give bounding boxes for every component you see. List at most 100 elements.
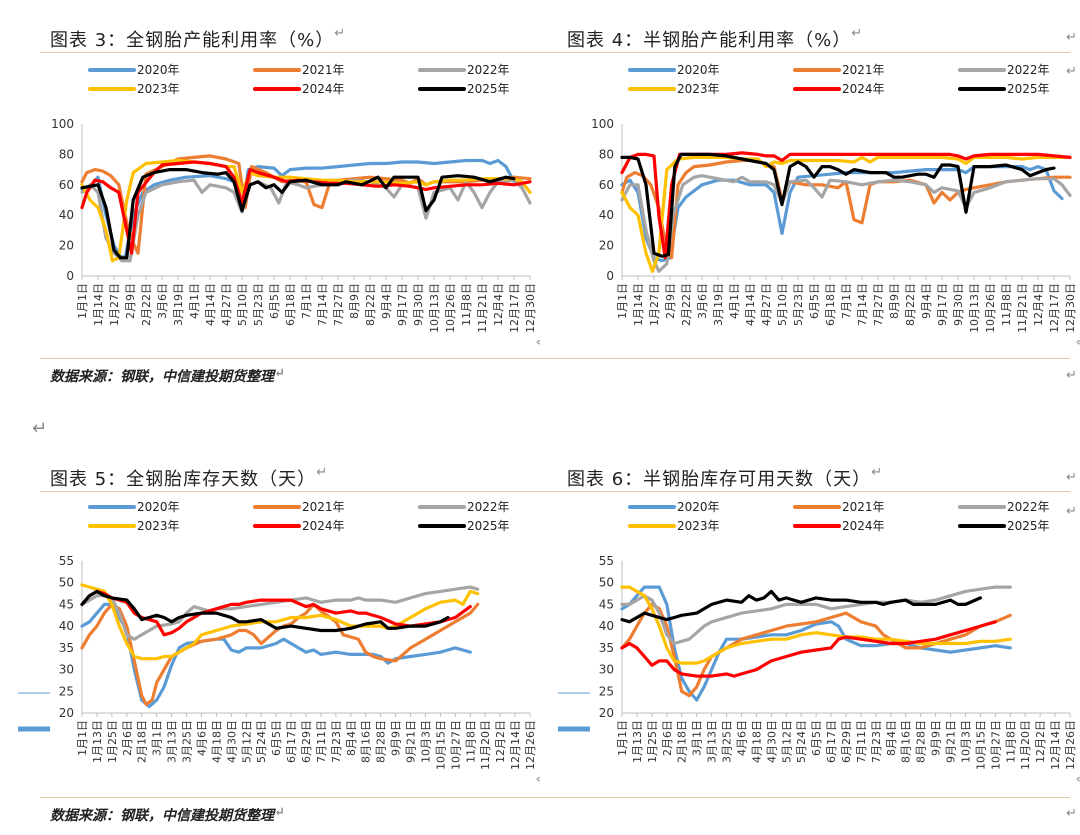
x-tick-label: 5月12日 <box>780 720 793 763</box>
x-tick-label: 7月1日 <box>300 283 313 319</box>
legend: 2020年 2021年 2022年 2023年 2024年 2025年 <box>628 63 1050 96</box>
series-2022 <box>620 174 1072 273</box>
x-tick-label: 4月18日 <box>750 720 763 763</box>
x-tick-label: 3月1日 <box>151 720 164 756</box>
x-tick-label: 1月14日 <box>92 283 105 326</box>
x-tick-label: 8月28日 <box>375 720 388 763</box>
x-tick-label: 9月21日 <box>405 720 418 763</box>
chart-1: 2020年 2021年 2022年 2023年 2024年 2025年 0 20 40 60 80 1… <box>51 63 540 349</box>
legend-label: 2020年 <box>137 500 180 514</box>
legend-label: 2025年 <box>1007 519 1050 533</box>
x-tick-label: 5月10日 <box>776 283 789 326</box>
y-tick-label: 80 <box>599 147 614 161</box>
x-tick-label: 12月4日 <box>492 283 505 326</box>
series-2021 <box>80 602 480 706</box>
x-tick-label: 3月13日 <box>706 720 719 763</box>
x-tick-label: 4月18日 <box>210 720 223 763</box>
x-tick-label: 1月25日 <box>646 720 659 763</box>
legend-label: 2025年 <box>1007 82 1050 96</box>
title-underline-top <box>40 52 1070 53</box>
x-tick-label: 12月30日 <box>524 283 537 333</box>
series-lines <box>80 154 532 263</box>
series-2025 <box>80 168 516 260</box>
x-tick-label: 8月22日 <box>364 283 377 326</box>
x-tick-label: 12月2日 <box>1034 720 1047 763</box>
collapse-mark: ⇐ <box>1076 772 1080 786</box>
series-2022 <box>80 178 532 263</box>
x-tick-label: 12月2日 <box>494 720 507 763</box>
chart-title-3: 图表 5：全钢胎库存天数（天） ↵ <box>50 465 329 490</box>
chart-title-2: 图表 4：半钢胎产能利用率（%） ↵ <box>567 26 864 51</box>
y-tick-label: 25 <box>59 684 74 698</box>
x-tick-label: 5月23日 <box>792 283 805 326</box>
series-2020 <box>620 585 1012 702</box>
legend-label: 2022年 <box>1007 500 1050 514</box>
y-tick-label: 40 <box>59 208 74 222</box>
y-tick-label: 45 <box>59 597 74 611</box>
legend: 2020年 2021年 2022年 2023年 2024年 2025年 <box>628 500 1050 533</box>
source-rule-bottom <box>40 797 1070 798</box>
y-tick-label: 50 <box>599 576 614 590</box>
x-tick-label: 12月26日 <box>524 720 537 770</box>
series-2025 <box>620 589 982 624</box>
x-tick-label: 9月17日 <box>396 283 409 326</box>
x-tick-label: 9月30日 <box>952 283 965 326</box>
margin-mark: ↵ <box>1066 504 1077 519</box>
x-tick-label: 1月27日 <box>648 283 661 326</box>
y-tick-label: 20 <box>59 239 74 253</box>
x-tick-label: 4月1日 <box>188 283 201 319</box>
x-tick-label: 10月13日 <box>968 283 981 333</box>
x-tick-label: 9月9日 <box>930 720 943 756</box>
x-tick-label: 10月15日 <box>434 720 447 770</box>
series-2024 <box>80 589 472 637</box>
y-tick-label: 100 <box>591 117 614 131</box>
y-tick-label: 0 <box>66 269 74 283</box>
x-tick-label: 2月22日 <box>680 283 693 326</box>
series-2020 <box>80 602 472 709</box>
legend-label: 2024年 <box>302 82 345 96</box>
x-tick-label: 7月27日 <box>332 283 345 326</box>
y-tick-label: 20 <box>59 706 74 720</box>
x-tick-label: 9月4日 <box>920 283 933 319</box>
x-tick-label: 10月15日 <box>974 720 987 770</box>
series-lines <box>80 583 480 709</box>
y-tick-label: 25 <box>599 684 614 698</box>
x-tick-label: 8月9日 <box>348 283 361 319</box>
source-note-top: 数据来源：钢联，中信建投期货整理 ↵ <box>50 366 285 385</box>
margin-mark: ↵ <box>1066 64 1077 79</box>
chart-title-4: 图表 6：半钢胎库存可用天数（天） ↵ <box>567 465 884 490</box>
series-2025 <box>620 152 1056 258</box>
x-tick-label: 5月23日 <box>252 283 265 326</box>
x-tick-label: 9月4日 <box>380 283 393 319</box>
x-tick-label: 12月17日 <box>1048 283 1061 333</box>
x-tick-label: 3月13日 <box>166 720 179 763</box>
x-tick-label: 6月5日 <box>268 283 281 319</box>
x-tick-label: 2月9日 <box>124 283 137 319</box>
legend-label: 2022年 <box>1007 63 1050 77</box>
x-tick-label: 12月26日 <box>1064 720 1077 770</box>
x-tick-label: 3月19日 <box>172 283 185 326</box>
legend: 2020年 2021年 2022年 2023年 2024年 2025年 <box>88 63 510 96</box>
x-tick-label: 11月20日 <box>1019 720 1032 770</box>
x-tick-label: 10月26日 <box>444 283 457 333</box>
x-tick-label: 4月6日 <box>195 720 208 756</box>
y-tick-label: 80 <box>59 147 74 161</box>
legend-label: 2020年 <box>137 63 180 77</box>
x-tick-label: 3月19日 <box>712 283 725 326</box>
y-tick-label: 40 <box>599 619 614 633</box>
x-tick-label: 4月14日 <box>744 283 757 326</box>
x-tick-label: 7月11日 <box>315 720 328 763</box>
x-tick-label: 2月22日 <box>140 283 153 326</box>
x-tick-label: 12月4日 <box>1032 283 1045 326</box>
x-tick-label: 11月21日 <box>1016 283 1029 333</box>
x-tick-label: 2月6日 <box>121 720 134 756</box>
x-tick-label: 8月16日 <box>900 720 913 763</box>
legend-label: 2025年 <box>467 519 510 533</box>
legend-label: 2021年 <box>302 500 345 514</box>
x-tick-label: 2月18日 <box>136 720 149 763</box>
source-rule-top <box>40 358 1070 359</box>
x-tick-label: 3月25日 <box>721 720 734 763</box>
x-tick-label: 1月1日 <box>76 283 89 319</box>
x-tick-label: 5月10日 <box>236 283 249 326</box>
margin-mark: ↵ <box>1066 368 1077 383</box>
